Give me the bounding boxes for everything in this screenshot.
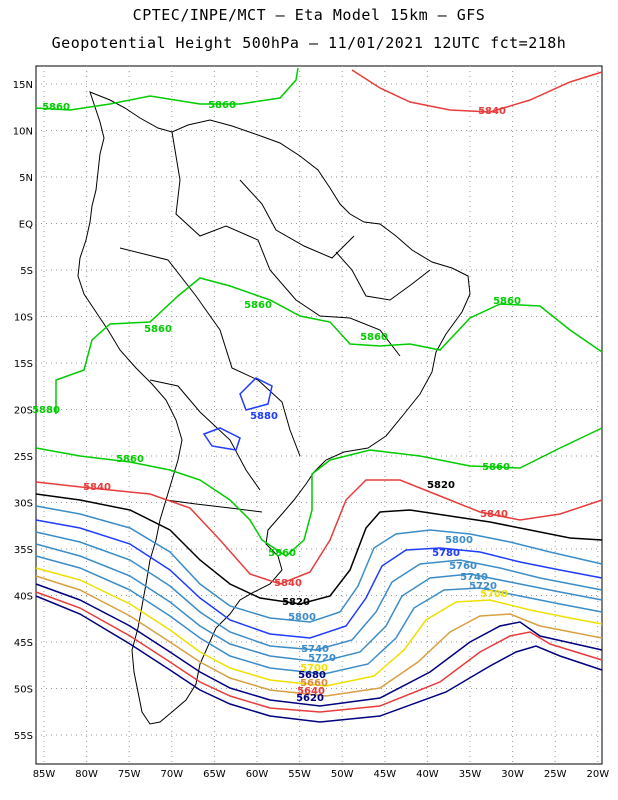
- contour-label: 5680: [298, 670, 326, 681]
- lat-tick-label: 10S: [14, 313, 33, 324]
- lat-tick-label: 55S: [14, 731, 33, 742]
- contour-label: 5860: [360, 332, 388, 343]
- chart-title-line2: Geopotential Height 500hPa – 11/01/2021 …: [51, 34, 567, 52]
- chart-title-line1: CPTEC/INPE/MCT – Eta Model 15km – GFS: [132, 6, 486, 24]
- lat-tick-label: 15S: [14, 359, 33, 370]
- contour-5700: [35, 567, 603, 687]
- plot-frame: [35, 65, 603, 765]
- contour-label: 5860: [42, 102, 70, 113]
- lat-tick-label: 45S: [14, 638, 33, 649]
- contour-5760: [35, 531, 603, 651]
- contour-label: 5640: [297, 686, 325, 697]
- contour-label: 5820: [282, 597, 310, 608]
- contour-5860-mid: [55, 277, 603, 414]
- contour-5640: [35, 591, 603, 713]
- lon-tick-label: 80W: [75, 769, 98, 780]
- contour-label: 5660: [300, 678, 328, 689]
- lat-tick-label: 10N: [13, 127, 33, 138]
- lon-tick-label: 85W: [33, 769, 56, 780]
- lon-tick-label: 45W: [373, 769, 396, 780]
- lon-tick-label: 65W: [203, 769, 226, 780]
- contour-5840-mid: [35, 479, 603, 585]
- lon-tick-label: 40W: [416, 769, 439, 780]
- coastline: [77, 91, 471, 725]
- contour-5800: [35, 505, 603, 623]
- contour-5680: [35, 575, 603, 697]
- contour-label: 5700: [480, 589, 508, 600]
- axis-ticks: 15N10N5NEQ5S10S15S20S25S30S35S40S45S50S5…: [13, 80, 609, 780]
- lat-tick-label: 15N: [13, 80, 33, 91]
- contour-label: 5860: [208, 100, 236, 111]
- lon-tick-label: 60W: [246, 769, 269, 780]
- lon-tick-label: 70W: [160, 769, 183, 780]
- contour-label: 5700: [300, 663, 328, 674]
- lat-tick-label: 35S: [14, 545, 33, 556]
- contour-label: 5860: [482, 462, 510, 473]
- contour-label: 5860: [116, 454, 144, 465]
- lat-tick-label: 40S: [14, 592, 33, 603]
- contour-label: 5720: [469, 581, 497, 592]
- lat-tick-label: 20S: [14, 406, 33, 417]
- contour-label: 5860: [244, 300, 272, 311]
- contour-5840-north: [351, 69, 603, 113]
- contour-label: 5740: [301, 644, 329, 655]
- contour-label: 5860: [493, 296, 521, 307]
- lon-tick-label: 50W: [331, 769, 354, 780]
- contour-5860-south: [35, 427, 603, 557]
- lat-tick-label: 50S: [14, 685, 33, 696]
- contour-label: 5620: [296, 693, 324, 704]
- contour-label: 5800: [288, 612, 316, 623]
- contour-label: 5860: [144, 324, 172, 335]
- contour-label: 5800: [445, 535, 473, 546]
- contour-5660: [35, 583, 603, 707]
- lat-tick-label: 25S: [14, 452, 33, 463]
- contour-label: 5880: [32, 405, 60, 416]
- contour-5740: [35, 543, 603, 663]
- lon-tick-label: 20W: [586, 769, 609, 780]
- contour-label: 5740: [460, 572, 488, 583]
- contour-label: 5760: [449, 561, 477, 572]
- contour-5620: [35, 595, 603, 723]
- contour-5860-north: [35, 67, 299, 111]
- contour-5820: [35, 493, 603, 605]
- lon-tick-label: 55W: [288, 769, 311, 780]
- contour-5720: [35, 555, 603, 675]
- lon-tick-label: 25W: [544, 769, 567, 780]
- lat-tick-label: 30S: [14, 499, 33, 510]
- contour-label: 5860: [268, 548, 296, 559]
- contour-5880b: [202, 427, 241, 451]
- contour-label: 5840: [274, 578, 302, 589]
- lon-tick-label: 35W: [459, 769, 482, 780]
- lat-tick-label: EQ: [19, 220, 33, 231]
- contour-label: 5840: [478, 106, 506, 117]
- contour-labels: 5860 5860 5840 5860 5860 5860 5860 5880 5860 5860…: [32, 100, 521, 704]
- height-contours: [35, 67, 603, 723]
- lat-tick-label: 5N: [19, 173, 33, 184]
- contour-5880: [239, 377, 273, 411]
- contour-5780: [35, 519, 603, 639]
- contour-label: 5880: [250, 411, 278, 422]
- lon-tick-label: 30W: [501, 769, 524, 780]
- contour-label: 5840: [83, 482, 111, 493]
- lat-tick-label: 5S: [20, 266, 33, 277]
- contour-label: 5840: [480, 509, 508, 520]
- lon-tick-label: 75W: [118, 769, 141, 780]
- contour-label: 5720: [308, 653, 336, 664]
- contour-label: 5820: [427, 480, 455, 491]
- contour-label: 5780: [432, 548, 460, 559]
